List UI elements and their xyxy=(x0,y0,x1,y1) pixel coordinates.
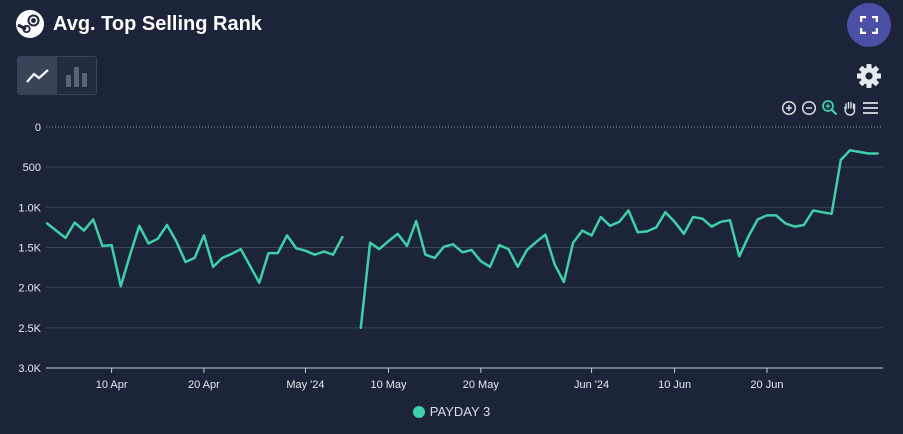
page-title: Avg. Top Selling Rank xyxy=(53,12,262,35)
menu-icon[interactable] xyxy=(862,101,879,115)
y-tick-label: 1.5K xyxy=(18,243,41,255)
chart-type-toggle xyxy=(17,56,97,95)
legend-swatch xyxy=(412,405,425,418)
zoom-in-icon[interactable] xyxy=(781,100,797,116)
fullscreen-icon xyxy=(860,16,878,34)
pan-hand-icon[interactable] xyxy=(842,100,858,116)
fullscreen-button[interactable] xyxy=(847,3,891,47)
series-line xyxy=(45,218,344,288)
steam-logo-icon xyxy=(16,10,44,38)
series-line xyxy=(359,149,879,330)
zoom-selection-icon[interactable] xyxy=(821,99,838,116)
bar-chart-icon xyxy=(65,66,87,87)
y-tick-label: 0 xyxy=(35,122,41,134)
x-tick-label: May '24 xyxy=(286,379,324,391)
y-tick-label: 2.5K xyxy=(18,323,41,335)
x-tick-label: 20 Apr xyxy=(188,379,220,391)
line-chart-icon xyxy=(25,68,49,83)
x-tick-label: 20 May xyxy=(463,379,500,391)
x-tick-label: 10 May xyxy=(370,379,407,391)
x-tick-label: Jun '24 xyxy=(574,379,609,391)
x-tick-label: 10 Jun xyxy=(658,379,691,391)
zoom-toolbar xyxy=(781,99,879,116)
y-tick-label: 500 xyxy=(23,162,41,174)
chart-header: Avg. Top Selling Rank xyxy=(16,10,262,38)
x-tick-label: 20 Jun xyxy=(750,379,783,391)
bar-view-button[interactable] xyxy=(57,57,96,94)
line-view-button[interactable] xyxy=(18,57,57,94)
zoom-out-icon[interactable] xyxy=(801,100,817,116)
legend-label: PAYDAY 3 xyxy=(429,404,491,419)
y-tick-label: 2.0K xyxy=(18,283,41,295)
x-tick-label: 10 Apr xyxy=(96,379,128,391)
chart-legend[interactable]: PAYDAY 3 xyxy=(0,404,903,419)
y-tick-label: 3.0K xyxy=(18,363,41,375)
settings-gear-icon[interactable] xyxy=(856,63,882,89)
y-tick-label: 1.0K xyxy=(18,202,41,214)
